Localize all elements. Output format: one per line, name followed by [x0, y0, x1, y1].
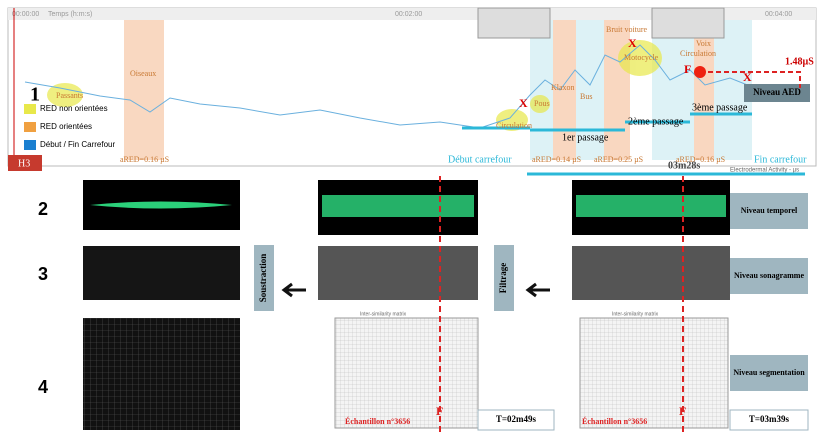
events: Passants Oiseaux Circulation Pous Klaxon…: [56, 25, 716, 130]
time-box: [729, 409, 809, 431]
op-box: [254, 245, 274, 311]
row-number: 4: [38, 377, 48, 397]
level: Niveau sonagramme: [734, 271, 804, 280]
event: Bruit voiture: [606, 25, 648, 34]
ared: aRED=0.25 µS: [594, 155, 643, 164]
aed-line: [700, 71, 801, 88]
level: Niveau temporel: [741, 206, 798, 215]
passage: 2ème passage: [628, 116, 684, 127]
operation: Filtrage: [498, 263, 508, 294]
aed-label: Niveau AED: [753, 87, 801, 97]
spectrogram: [318, 246, 478, 300]
bands: [124, 20, 752, 160]
event: Circulation: [680, 49, 716, 58]
spectrogram: [83, 246, 240, 300]
axis-label: Temps (h:m:s): [48, 11, 92, 18]
aed-box: [744, 84, 810, 102]
time: T=03m39s: [749, 414, 790, 424]
legend-label: Début / Fin Carrefour: [40, 140, 115, 149]
event: Bus: [580, 92, 592, 101]
matrix-title: Inter-similarity matrix: [612, 311, 659, 317]
event: Motocycle: [624, 53, 659, 62]
cross: X: [628, 36, 637, 50]
cross: X: [519, 96, 528, 110]
ared-labels: aRED=0.16 µS aRED=0.14 µS aRED=0.25 µS a…: [120, 155, 725, 164]
wave: [90, 201, 232, 209]
cross: X: [743, 70, 752, 84]
op-box: [494, 245, 514, 311]
passages: 1er passage 2ème passage 3ème passage: [562, 102, 748, 143]
time-box: [477, 409, 555, 431]
time: 00:02:00: [395, 11, 422, 18]
passage-lines: [462, 112, 752, 132]
peak: 1.48µS: [785, 56, 814, 67]
h3-box: [8, 155, 42, 171]
wave: [322, 195, 474, 217]
matrix: [334, 317, 479, 429]
matrix: [579, 317, 729, 429]
start-label: Début carrefour: [448, 154, 512, 165]
matrix-title: Inter-similarity matrix: [360, 311, 407, 317]
player: [477, 7, 551, 39]
eda-curve: [24, 44, 801, 129]
ared: aRED=0.16 µS: [676, 155, 725, 164]
time: 00:00:00: [12, 11, 39, 18]
sample: Échantillon n°3656: [582, 416, 647, 426]
legend-label: RED orientées: [40, 122, 92, 131]
row-numbers: 2 3 4: [38, 199, 48, 397]
row-number: 1: [30, 84, 40, 106]
event: Klaxon: [551, 83, 575, 92]
legend: RED non orientées RED orientées Début / …: [24, 104, 115, 150]
level: Niveau segmentation: [733, 368, 805, 377]
arrow: [281, 282, 306, 298]
marker: F: [436, 404, 443, 418]
blobs: [47, 40, 662, 131]
timebar: [8, 8, 816, 20]
samples: Échantillon n°3656 Échantillon n°3656 F …: [345, 404, 686, 426]
event: Pous: [534, 99, 550, 108]
wave: [576, 195, 726, 217]
sample: Échantillon n°3656: [345, 416, 410, 426]
peak-dot: [694, 66, 706, 78]
spectrogram: [572, 246, 730, 300]
end-label: Fin carrefour: [754, 154, 807, 165]
matrix: [83, 318, 240, 430]
event: Oiseaux: [130, 69, 156, 78]
player: [651, 7, 725, 39]
marker: F: [679, 404, 686, 418]
passage: 1er passage: [562, 132, 609, 143]
time: T=02m49s: [496, 414, 537, 424]
row-number: 2: [38, 199, 48, 219]
h3: H3: [18, 158, 30, 169]
legend-label: RED non orientées: [40, 104, 108, 113]
ared: aRED=0.16 µS: [120, 155, 169, 164]
ared: aRED=0.14 µS: [532, 155, 581, 164]
sync-lines: [439, 176, 684, 432]
activity: Electrodermal Activity - µs: [730, 168, 799, 174]
levels: Niveau temporel Niveau sonagramme Niveau…: [730, 193, 808, 391]
time: 00:04:00: [765, 11, 792, 18]
event: Passants: [56, 91, 83, 100]
event: Circulation: [496, 121, 532, 130]
row-number: 3: [38, 264, 48, 284]
event: Voix: [696, 39, 711, 48]
operation: Soustraction: [258, 254, 268, 303]
arrow: [525, 282, 550, 298]
passage: 3ème passage: [692, 102, 748, 113]
duration: 03m28s: [668, 160, 700, 171]
marker: F: [684, 62, 691, 76]
